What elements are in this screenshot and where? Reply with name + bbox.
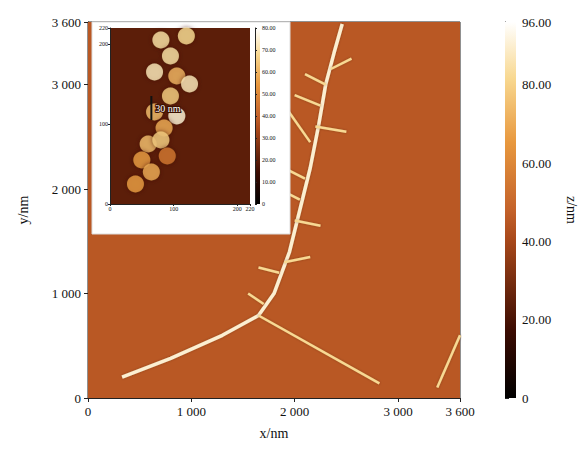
svg-text:70.00: 70.00 bbox=[262, 47, 276, 53]
svg-text:2 000: 2 000 bbox=[52, 182, 81, 197]
svg-text:2 000: 2 000 bbox=[280, 404, 309, 419]
svg-text:z/nm: z/nm bbox=[564, 196, 579, 224]
svg-text:60.00: 60.00 bbox=[262, 69, 276, 75]
svg-text:3 000: 3 000 bbox=[383, 404, 412, 419]
svg-text:y/nm: y/nm bbox=[16, 196, 31, 225]
svg-text:3 600: 3 600 bbox=[445, 404, 474, 419]
svg-text:200: 200 bbox=[233, 206, 242, 212]
svg-text:60.00: 60.00 bbox=[522, 156, 551, 171]
svg-text:0: 0 bbox=[105, 201, 108, 207]
svg-text:20.00: 20.00 bbox=[522, 312, 551, 327]
svg-text:20.00: 20.00 bbox=[262, 157, 276, 163]
svg-text:220: 220 bbox=[99, 25, 108, 31]
svg-text:220: 220 bbox=[246, 206, 255, 212]
svg-text:0: 0 bbox=[522, 391, 529, 406]
svg-text:3 600: 3 600 bbox=[52, 15, 81, 30]
svg-text:x/nm: x/nm bbox=[260, 426, 289, 441]
svg-text:200: 200 bbox=[99, 41, 108, 47]
svg-text:10.00: 10.00 bbox=[262, 179, 276, 185]
svg-text:0: 0 bbox=[75, 391, 82, 406]
svg-text:0: 0 bbox=[85, 404, 92, 419]
svg-text:0: 0 bbox=[109, 206, 112, 212]
svg-text:30.00: 30.00 bbox=[262, 135, 276, 141]
svg-text:96.00: 96.00 bbox=[522, 15, 551, 30]
svg-text:1 000: 1 000 bbox=[177, 404, 206, 419]
svg-text:40.00: 40.00 bbox=[262, 113, 276, 119]
svg-text:3 000: 3 000 bbox=[52, 77, 81, 92]
svg-text:80.00: 80.00 bbox=[522, 77, 551, 92]
svg-text:1 000: 1 000 bbox=[52, 286, 81, 301]
svg-text:80.00: 80.00 bbox=[262, 25, 276, 31]
svg-text:100: 100 bbox=[169, 206, 178, 212]
svg-text:0: 0 bbox=[262, 201, 265, 207]
svg-text:50.00: 50.00 bbox=[262, 91, 276, 97]
svg-text:40.00: 40.00 bbox=[522, 234, 551, 249]
svg-text:100: 100 bbox=[99, 121, 108, 127]
svg-text:30 nm: 30 nm bbox=[155, 103, 181, 114]
